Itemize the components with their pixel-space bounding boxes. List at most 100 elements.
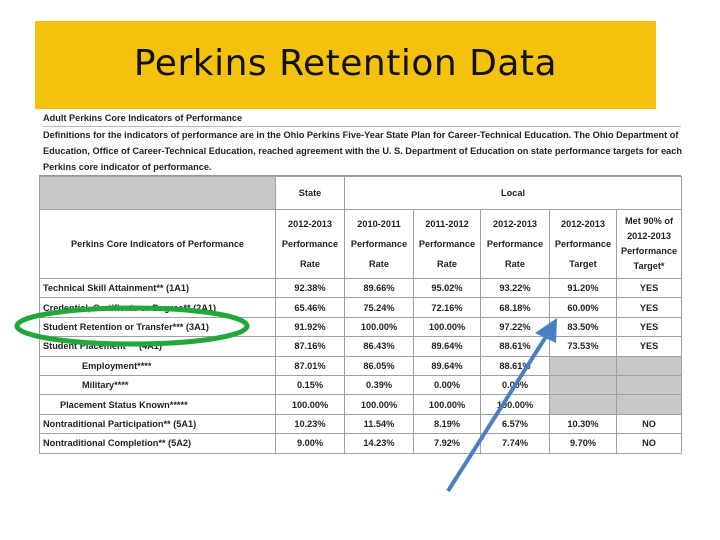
indicator-label: Technical Skill Attainment** (1A1) [39,277,276,299]
column-header-line: 2012-2013 [493,219,537,229]
value-cell [549,355,617,376]
column-header-line: Rate [505,259,525,269]
value-cell: 73.53% [549,336,617,357]
value-cell: 0.15% [275,374,345,396]
value-cell: 60.00% [549,297,617,318]
column-header-line: Performance [418,239,476,249]
table-row: Technical Skill Attainment** (1A1) 92.38%… [39,277,683,299]
column-header: 2010-2011 Performance Rate [344,209,414,279]
state-header: State [275,176,345,210]
table-row: Student Placement*** (4A1) 87.16% 86.43% 89… [39,336,683,357]
value-cell: 100.00% [413,316,481,338]
value-cell: 86.43% [344,336,414,357]
title-banner: Perkins Retention Data [35,21,656,109]
indicator-label: Employment**** [39,355,276,376]
indicator-label: Student Placement*** (4A1) [39,336,276,357]
value-cell: YES [615,277,683,299]
value-cell: 87.01% [275,355,345,376]
value-cell: 100.00% [275,394,345,415]
value-cell: 8.19% [413,413,481,435]
slide-title: Perkins Retention Data [133,43,558,84]
value-cell [615,355,683,376]
table-row: Student Retention or Transfer*** (3A1) 91… [39,316,683,338]
value-cell: 0.00% [480,374,550,396]
document-heading: Adult Perkins Core Indicators of Perform… [43,110,681,127]
column-header-line: Performance [281,239,339,249]
column-header-line: 2011-2012 [425,219,469,229]
value-cell: YES [615,336,683,357]
column-header-line: Performance [554,239,612,249]
value-cell: 91.92% [275,316,345,338]
value-cell: 10.23% [275,413,345,435]
indicator-label: Military**** [39,374,276,396]
indicator-header: Perkins Core Indicators of Performance [39,209,276,279]
column-header: 2012-2013 Performance Rate [480,209,550,279]
value-cell: 100.00% [344,316,414,338]
column-header-line: Target* [633,261,665,271]
value-cell: 89.64% [413,336,481,357]
value-cell: 0.39% [344,374,414,396]
value-cell: 91.20% [549,277,617,299]
value-cell: 100.00% [413,394,481,415]
column-header-line: Performance [620,246,678,256]
value-cell: 92.38% [275,277,345,299]
value-cell: 87.16% [275,336,345,357]
value-cell [549,394,617,415]
column-header: 2011-2012 Performance Rate [413,209,481,279]
value-cell: 86.05% [344,355,414,376]
table-row: Nontraditional Participation** (5A1) 10.2… [39,413,683,435]
column-header-line: Target [569,259,597,269]
performance-table: State Local Perkins Core Indicators of P… [39,176,683,454]
document-excerpt: Adult Perkins Core Indicators of Perform… [39,110,683,454]
column-header-line: Performance [486,239,544,249]
column-header-line: 2012-2013 [288,219,332,229]
value-cell [549,374,617,396]
column-header-line: Rate [369,259,389,269]
value-cell: 100.00% [480,394,550,415]
column-header-line: 2012-2013 [627,231,671,241]
column-header-line: 2012-2013 [561,219,605,229]
column-header-line: Rate [437,259,457,269]
table-row: Employment**** 87.01% 86.05% 89.64% 88.61% [39,355,683,376]
value-cell: NO [615,433,683,454]
value-cell: 83.50% [549,316,617,338]
value-cell [615,394,683,415]
value-cell: 0.00% [413,374,481,396]
value-cell: 95.02% [413,277,481,299]
column-header: Met 90% of 2012-2013 Performance Target* [615,209,683,279]
value-cell: 7.92% [413,433,481,454]
blank-header-cell [39,176,276,210]
column-header-line: 2010-2011 [357,219,401,229]
value-cell: 9.70% [549,433,617,454]
value-cell: 89.66% [344,277,414,299]
value-cell: YES [615,297,683,318]
value-cell: 89.64% [413,355,481,376]
indicator-label: Student Retention or Transfer*** (3A1) [39,316,276,338]
description-line: Perkins core indicator of performance. [43,162,212,172]
value-cell: YES [615,316,683,338]
value-cell: 65.46% [275,297,345,318]
value-cell: 93.22% [480,277,550,299]
column-header-line: Performance [350,239,408,249]
column-header: 2012-2013 Performance Rate [275,209,345,279]
value-cell: 75.24% [344,297,414,318]
value-cell: 7.74% [480,433,550,454]
column-header-row: Perkins Core Indicators of Performance 2… [39,209,683,279]
column-header: 2012-2013 Performance Target [549,209,617,279]
value-cell: 10.30% [549,413,617,435]
description-line: Definitions for the indicators of perfor… [43,130,679,140]
column-header-line: Rate [300,259,320,269]
local-header: Local [343,176,683,210]
value-cell: 14.23% [344,433,414,454]
value-cell: 72.16% [413,297,481,318]
value-cell: 88.61% [480,336,550,357]
value-cell: 88.61% [480,355,550,376]
indicator-label: Placement Status Known***** [39,394,276,415]
value-cell: 68.18% [480,297,550,318]
value-cell: 97.22% [480,316,550,338]
value-cell: NO [615,413,683,435]
value-cell: 9.00% [275,433,345,454]
indicator-label: Nontraditional Completion** (5A2) [39,433,276,454]
table-row: Credential, Certificate or Degree** (2A1… [39,297,683,318]
table-row: Nontraditional Completion** (5A2) 9.00% 14… [39,433,683,454]
